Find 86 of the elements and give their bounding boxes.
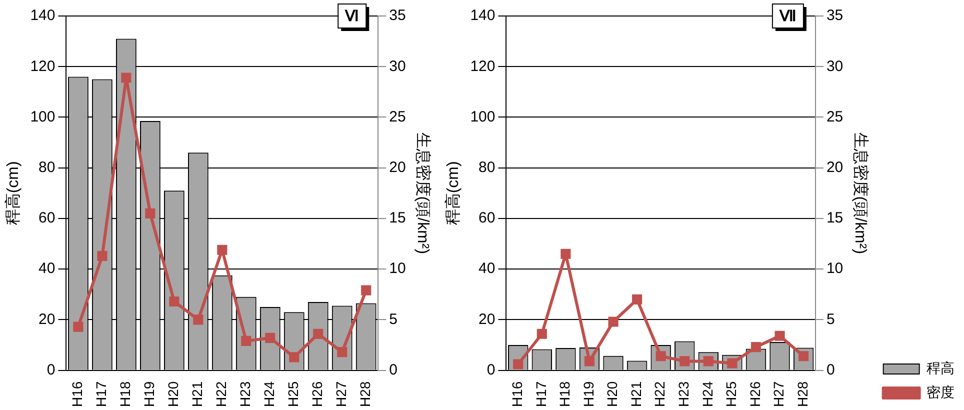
y-tick-label: 80 bbox=[38, 158, 56, 176]
point bbox=[313, 328, 324, 339]
x-tick-label: H24 bbox=[261, 381, 278, 408]
x-tick-label: H20 bbox=[604, 381, 620, 408]
x-tick-label: H16 bbox=[508, 381, 525, 408]
y-tick-label: 120 bbox=[470, 58, 496, 75]
point bbox=[632, 294, 642, 304]
y2-tick-label: 15 bbox=[826, 210, 844, 227]
point bbox=[169, 296, 180, 307]
point bbox=[513, 359, 524, 370]
y-tick-label: 60 bbox=[38, 210, 56, 227]
y-tick-label: 40 bbox=[478, 260, 496, 278]
y-tick-label: 0 bbox=[46, 361, 56, 378]
x-tick-label: H26 bbox=[308, 381, 325, 408]
x-tick-label: H28 bbox=[794, 381, 810, 408]
x-tick-label: H21 bbox=[189, 381, 206, 408]
point bbox=[750, 342, 762, 352]
point bbox=[361, 285, 372, 296]
x-tick-label: H22 bbox=[213, 381, 230, 408]
x-tick-label: H23 bbox=[675, 381, 692, 408]
chart-title: Ⅶ bbox=[778, 8, 796, 25]
x-tick-label: H27 bbox=[770, 381, 787, 408]
y-tick-label: 140 bbox=[470, 7, 496, 24]
y2-tick-label: 0 bbox=[826, 361, 835, 378]
x-tick-label: H20 bbox=[165, 381, 182, 408]
y2-tick-label: 15 bbox=[389, 210, 406, 227]
y-tick-label: 140 bbox=[30, 7, 56, 24]
x-tick-label: H18 bbox=[117, 381, 134, 408]
chart-title: Ⅵ bbox=[344, 8, 360, 25]
y2-tick-label: 35 bbox=[826, 7, 844, 24]
x-tick-label: H16 bbox=[69, 381, 86, 408]
x-tick-label: H25 bbox=[285, 381, 302, 408]
y2-tick-label: 10 bbox=[826, 260, 844, 278]
y2-axis-title: 生息密度(頭/km²) bbox=[414, 132, 432, 254]
x-tick-label: H18 bbox=[556, 381, 573, 408]
point bbox=[337, 347, 348, 358]
point bbox=[774, 330, 785, 341]
point bbox=[145, 208, 156, 218]
legend-label: 密度 bbox=[926, 384, 954, 400]
x-tick-label: H19 bbox=[141, 381, 158, 408]
x-tick-label: H17 bbox=[532, 381, 549, 408]
x-tick-label: H24 bbox=[699, 381, 716, 408]
x-tick-label: H21 bbox=[628, 381, 644, 408]
point bbox=[217, 244, 228, 255]
y-axis-title: 稈高(cm) bbox=[444, 161, 462, 226]
y-tick-label: 20 bbox=[478, 310, 496, 328]
x-tick-label: H27 bbox=[332, 381, 349, 408]
x-tick-label: H22 bbox=[652, 381, 668, 408]
point bbox=[73, 322, 84, 332]
y2-tick-label: 0 bbox=[389, 361, 398, 378]
y2-axis-title: 生息密度(頭/km²) bbox=[851, 132, 870, 254]
y-tick-label: 60 bbox=[478, 210, 496, 227]
point bbox=[97, 250, 108, 261]
x-tick-label: H19 bbox=[580, 381, 596, 408]
y2-tick-label: 25 bbox=[389, 108, 406, 126]
y2-tick-label: 35 bbox=[389, 7, 406, 24]
point bbox=[121, 72, 132, 83]
x-tick-label: H17 bbox=[93, 381, 110, 408]
y-tick-label: 80 bbox=[478, 158, 496, 176]
point bbox=[289, 352, 300, 362]
x-tick-label: H28 bbox=[356, 381, 373, 408]
x-tick-label: H25 bbox=[723, 381, 740, 408]
y-tick-label: 120 bbox=[30, 58, 56, 75]
point bbox=[608, 316, 618, 327]
y-tick-label: 20 bbox=[38, 310, 56, 328]
y2-tick-label: 20 bbox=[826, 158, 844, 176]
point bbox=[536, 328, 547, 339]
x-tick-label: H23 bbox=[237, 381, 254, 408]
y-axis-title: 稈高(cm) bbox=[4, 161, 22, 226]
y-tick-label: 100 bbox=[30, 108, 56, 126]
legend-label: 稈高 bbox=[926, 360, 954, 376]
y-tick-label: 40 bbox=[38, 260, 56, 278]
point bbox=[560, 248, 571, 259]
y2-tick-label: 10 bbox=[389, 260, 406, 278]
point bbox=[193, 314, 204, 325]
point bbox=[265, 332, 276, 343]
y2-tick-label: 5 bbox=[826, 310, 835, 328]
y2-tick-label: 30 bbox=[389, 58, 406, 75]
y2-tick-label: 25 bbox=[826, 108, 844, 126]
x-tick-label: H26 bbox=[746, 381, 763, 408]
y2-tick-label: 30 bbox=[826, 58, 844, 75]
y2-tick-label: 5 bbox=[389, 310, 398, 328]
y2-tick-label: 20 bbox=[389, 158, 406, 176]
y-tick-label: 100 bbox=[470, 108, 496, 126]
y-tick-label: 0 bbox=[486, 361, 496, 378]
point bbox=[241, 336, 252, 346]
